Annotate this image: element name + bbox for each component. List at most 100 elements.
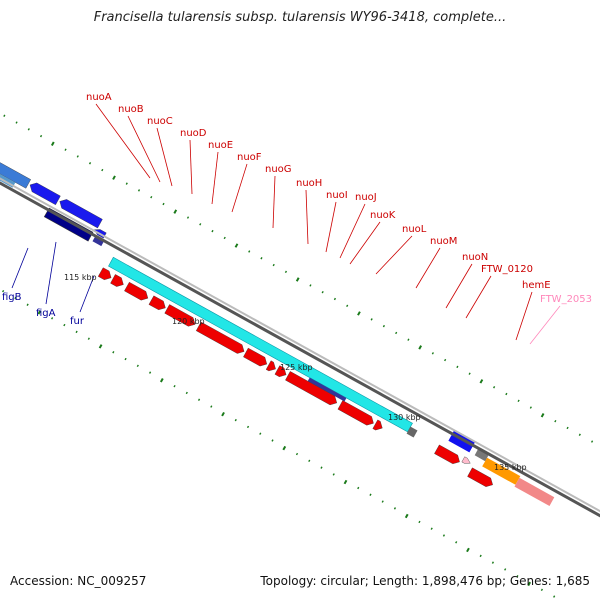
gene-label: nuoI xyxy=(326,190,348,201)
feature-pink xyxy=(514,477,555,506)
label-leader xyxy=(339,203,366,259)
forward-gene-arrow xyxy=(195,321,245,354)
feature-bands xyxy=(0,162,555,506)
tick-mark xyxy=(418,345,423,350)
tick-mark xyxy=(197,398,201,401)
gene-label: nuoH xyxy=(296,178,322,189)
tick-mark xyxy=(271,439,274,442)
tick-mark xyxy=(466,547,470,553)
gene-label: nuoB xyxy=(118,104,144,115)
tick-mark xyxy=(101,168,104,172)
tick-mark xyxy=(234,418,237,422)
gene-label: hemE xyxy=(522,280,551,291)
label-leader xyxy=(515,291,533,341)
forward-gene-arrow xyxy=(337,400,374,426)
label-leader xyxy=(349,221,381,265)
tick-mark xyxy=(479,379,484,384)
tick-mark xyxy=(404,513,409,519)
gene-label: nuoA xyxy=(86,92,112,103)
tick-mark xyxy=(505,392,508,396)
gene-label: nuoE xyxy=(208,140,233,151)
forward-gene-arrow xyxy=(164,304,196,327)
tick-mark xyxy=(223,236,226,240)
tick-mark xyxy=(566,426,569,430)
forward-gene-arrow xyxy=(467,467,493,487)
gene-label: nuoD xyxy=(180,128,207,139)
tick-mark xyxy=(248,250,251,253)
tick-mark xyxy=(407,338,410,341)
scale-label: 135 kbp xyxy=(494,463,527,472)
scale-labels: 115 kbp 120 kbp 125 kbp 130 kbp 135 kbp xyxy=(64,273,527,472)
tick-mark xyxy=(210,405,213,408)
tick-mark xyxy=(150,195,153,199)
tick-mark xyxy=(540,413,545,418)
tick-mark xyxy=(272,263,275,267)
tick-mark xyxy=(456,365,459,369)
scale-label: 120 kbp xyxy=(172,317,205,326)
tick-mark xyxy=(491,561,495,564)
tick-mark xyxy=(173,209,178,214)
tick-mark xyxy=(211,229,214,233)
gene-label: fur xyxy=(70,316,85,327)
tick-mark xyxy=(529,406,532,409)
label-leader xyxy=(465,275,492,319)
scale-label: 115 kbp xyxy=(64,273,97,282)
tick-mark xyxy=(39,134,43,138)
tick-mark xyxy=(148,371,152,374)
gene-label: nuoL xyxy=(402,224,427,235)
feature-grey xyxy=(474,448,489,462)
label-leader xyxy=(325,201,337,253)
tick-mark xyxy=(295,452,299,456)
tick-mark xyxy=(468,372,471,375)
tick-mark xyxy=(282,445,287,451)
tick-mark xyxy=(87,337,90,340)
tick-mark xyxy=(333,297,337,301)
reverse-gene-arrow xyxy=(29,182,61,206)
tick-mark xyxy=(50,141,55,146)
label-leader xyxy=(45,241,57,305)
tick-mark xyxy=(332,473,335,476)
gene-label: nuoF xyxy=(237,152,262,163)
gene-label: figB xyxy=(2,292,22,303)
gene-label: FTW_2053 xyxy=(540,294,592,305)
forward-gene-arrow xyxy=(265,360,276,372)
tick-mark xyxy=(137,189,141,192)
gene-label: nuoC xyxy=(147,116,173,127)
tick-mark xyxy=(442,534,446,537)
tick-mark xyxy=(395,331,398,335)
tick-mark xyxy=(381,500,384,503)
tick-mark xyxy=(125,182,128,185)
tick-mark xyxy=(346,304,349,307)
operon-band-subfeature xyxy=(307,377,347,402)
map-title: Francisella tularensis subsp. tularensis… xyxy=(93,10,507,25)
label-leader xyxy=(445,263,473,309)
forward-gene-arrow xyxy=(148,295,166,311)
tick-mark xyxy=(308,459,311,463)
tick-mark xyxy=(15,121,18,124)
label-leader xyxy=(272,175,276,229)
reverse-band xyxy=(43,207,94,242)
tick-mark xyxy=(51,317,54,320)
gene-label: nuoJ xyxy=(355,192,377,203)
tick-marks xyxy=(2,114,594,598)
tick-mark xyxy=(246,425,250,429)
tick-mark xyxy=(112,351,115,354)
tick-mark xyxy=(295,277,300,282)
gene-label: figA xyxy=(36,308,56,319)
backbone-line xyxy=(0,177,600,513)
backbone-line xyxy=(0,181,600,518)
tick-mark xyxy=(185,391,188,395)
operon-band-end xyxy=(406,426,418,438)
tick-mark xyxy=(260,257,263,260)
tick-mark xyxy=(2,289,5,293)
reverse-gene-arrow xyxy=(0,162,31,189)
tick-mark xyxy=(370,318,373,321)
feature-orange xyxy=(482,457,521,485)
label-leader xyxy=(127,115,161,183)
tick-mark xyxy=(309,284,312,287)
forward-gene-arrow xyxy=(243,347,268,367)
tick-mark xyxy=(88,162,92,165)
tick-mark xyxy=(320,466,323,469)
pseudo-gene-arrow xyxy=(461,456,471,464)
